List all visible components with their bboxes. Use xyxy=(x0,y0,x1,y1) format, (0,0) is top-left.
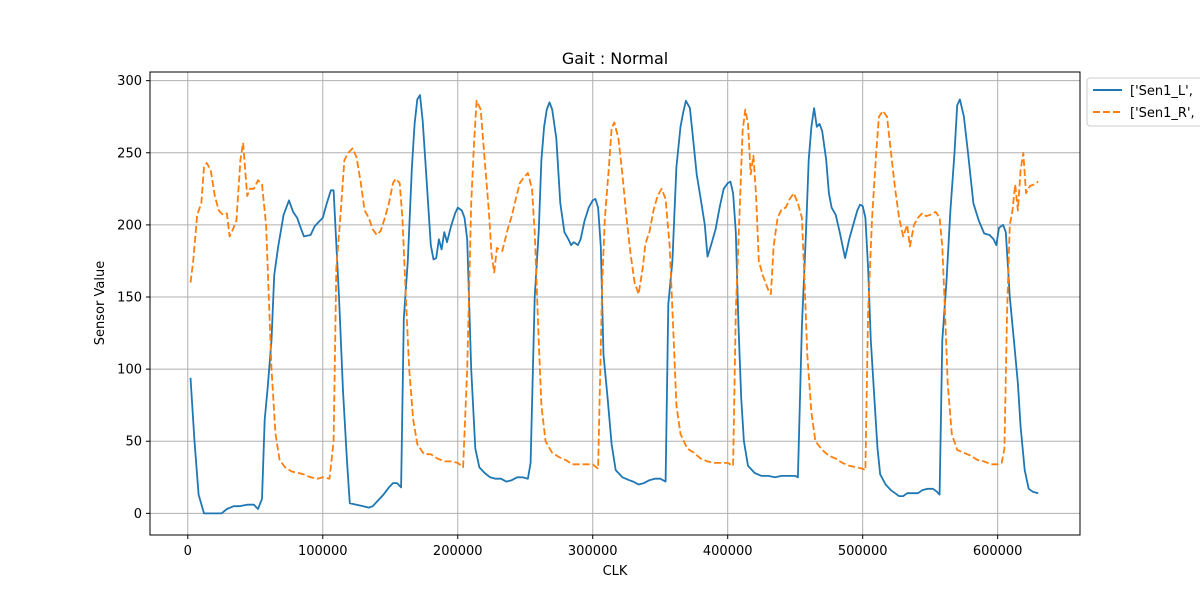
legend: ['Sen1_L', ['Sen1_R', xyxy=(1086,77,1200,127)
y-tick-label: 100 xyxy=(117,363,142,378)
x-tick-label: 500000 xyxy=(838,544,888,559)
series-lines xyxy=(189,94,1039,515)
y-axis-ticks: 0 50 100 150 200 250 300 xyxy=(117,74,150,522)
y-tick-label: 200 xyxy=(117,218,142,233)
plot-frame xyxy=(149,71,1081,536)
chart-title: Gait : Normal xyxy=(562,49,668,68)
x-tick-label: 0 xyxy=(184,544,192,559)
legend-label-sen1-r: ['Sen1_R', xyxy=(1130,106,1195,121)
legend-label-sen1-l: ['Sen1_L', xyxy=(1130,84,1193,99)
plot-area xyxy=(150,72,1080,535)
x-tick-label: 100000 xyxy=(298,544,348,559)
y-tick-label: 250 xyxy=(117,146,142,161)
y-tick-label: 150 xyxy=(117,291,142,306)
x-tick-label: 300000 xyxy=(568,544,618,559)
series-line-sen1-l xyxy=(189,94,1039,515)
y-tick-label: 300 xyxy=(117,74,142,89)
x-axis-ticks: 0 100000 200000 300000 400000 500000 600000 xyxy=(184,535,1023,559)
x-tick-label: 200000 xyxy=(433,544,483,559)
x-tick-label: 600000 xyxy=(973,544,1023,559)
grid xyxy=(150,72,1080,535)
x-axis-label: CLK xyxy=(603,564,628,579)
y-axis-label: Sensor Value xyxy=(93,261,108,345)
y-tick-label: 0 xyxy=(134,507,142,522)
x-tick-label: 400000 xyxy=(703,544,753,559)
y-tick-label: 50 xyxy=(125,435,142,450)
series-line-sen1-r xyxy=(189,99,1039,480)
